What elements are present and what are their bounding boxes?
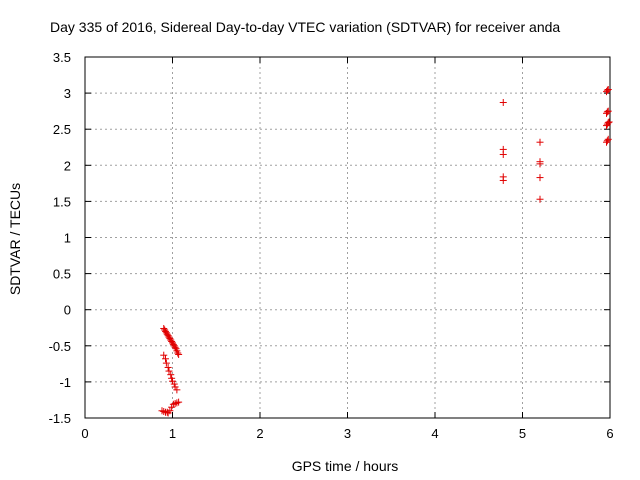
data-point [499, 150, 507, 158]
chart-title: Day 335 of 2016, Sidereal Day-to-day VTE… [50, 19, 560, 35]
y-tick-label: 2.5 [53, 122, 71, 137]
data-point [168, 403, 176, 411]
x-tick-labels: 0 1 2 3 4 5 6 [81, 426, 613, 441]
y-tick-label: 2 [64, 158, 71, 173]
data-point [173, 399, 181, 407]
data-point [175, 350, 183, 358]
data-point [164, 332, 172, 340]
data-point [603, 108, 611, 116]
data-point [168, 374, 176, 382]
data-point [603, 138, 610, 146]
y-tick-label: -1 [59, 375, 71, 390]
y-tick-label: 0.5 [53, 267, 71, 282]
data-point [605, 118, 613, 126]
data-point [163, 330, 171, 338]
data-points [158, 85, 613, 417]
data-point [175, 398, 183, 406]
x-tick-label: 4 [431, 426, 438, 441]
data-point [173, 386, 181, 394]
data-point [162, 355, 169, 363]
data-point [536, 160, 544, 168]
data-point [604, 107, 612, 115]
data-point [171, 343, 179, 351]
data-point [174, 349, 182, 357]
data-point [162, 329, 170, 337]
data-point [162, 359, 170, 367]
data-point [536, 174, 544, 182]
data-point [603, 86, 611, 94]
data-point [165, 333, 173, 341]
x-tick-label: 6 [606, 426, 613, 441]
tick-marks [84, 56, 611, 419]
data-point [536, 138, 544, 146]
data-point [167, 336, 175, 344]
data-point [604, 119, 612, 127]
y-tick-label: 3.5 [53, 50, 71, 65]
data-point [171, 400, 179, 408]
data-point [164, 363, 172, 371]
data-point [603, 137, 611, 145]
y-axis-label: SDTVAR / TECUs [7, 183, 23, 295]
x-tick-label: 5 [519, 426, 526, 441]
y-tick-label: -1.5 [49, 411, 71, 426]
data-point [499, 176, 507, 184]
y-tick-label: 3 [64, 86, 71, 101]
data-point [168, 337, 176, 345]
data-point [167, 371, 175, 379]
data-point [165, 367, 173, 375]
data-point [499, 98, 507, 106]
data-point [158, 407, 166, 415]
data-point [171, 383, 179, 391]
x-tick-label: 2 [256, 426, 263, 441]
grid-lines [85, 57, 610, 418]
x-axis-label: GPS time / hours [292, 458, 399, 474]
y-tick-label: -0.5 [49, 339, 71, 354]
data-point [160, 351, 168, 359]
data-point [166, 335, 174, 343]
data-point [169, 340, 177, 348]
x-tick-label: 1 [169, 426, 176, 441]
data-point [169, 400, 177, 408]
data-point [604, 135, 612, 143]
y-tick-label: 1.5 [53, 194, 71, 209]
data-point [166, 407, 174, 415]
data-point [170, 380, 178, 388]
y-tick-labels: -1.5 -1 -0.5 0 0.5 1 1.5 2 2.5 3 3.5 [49, 50, 71, 426]
y-tick-label: 1 [64, 231, 71, 246]
y-tick-label: 0 [64, 303, 71, 318]
data-point [604, 85, 612, 93]
data-point [170, 342, 178, 350]
data-point [536, 195, 544, 203]
data-point [603, 122, 610, 130]
data-point [169, 377, 176, 385]
data-point [160, 324, 168, 332]
x-tick-label: 3 [344, 426, 351, 441]
data-point [161, 326, 169, 334]
data-point [160, 408, 168, 416]
data-point [169, 339, 176, 347]
x-tick-label: 0 [81, 426, 88, 441]
data-point [162, 327, 169, 335]
